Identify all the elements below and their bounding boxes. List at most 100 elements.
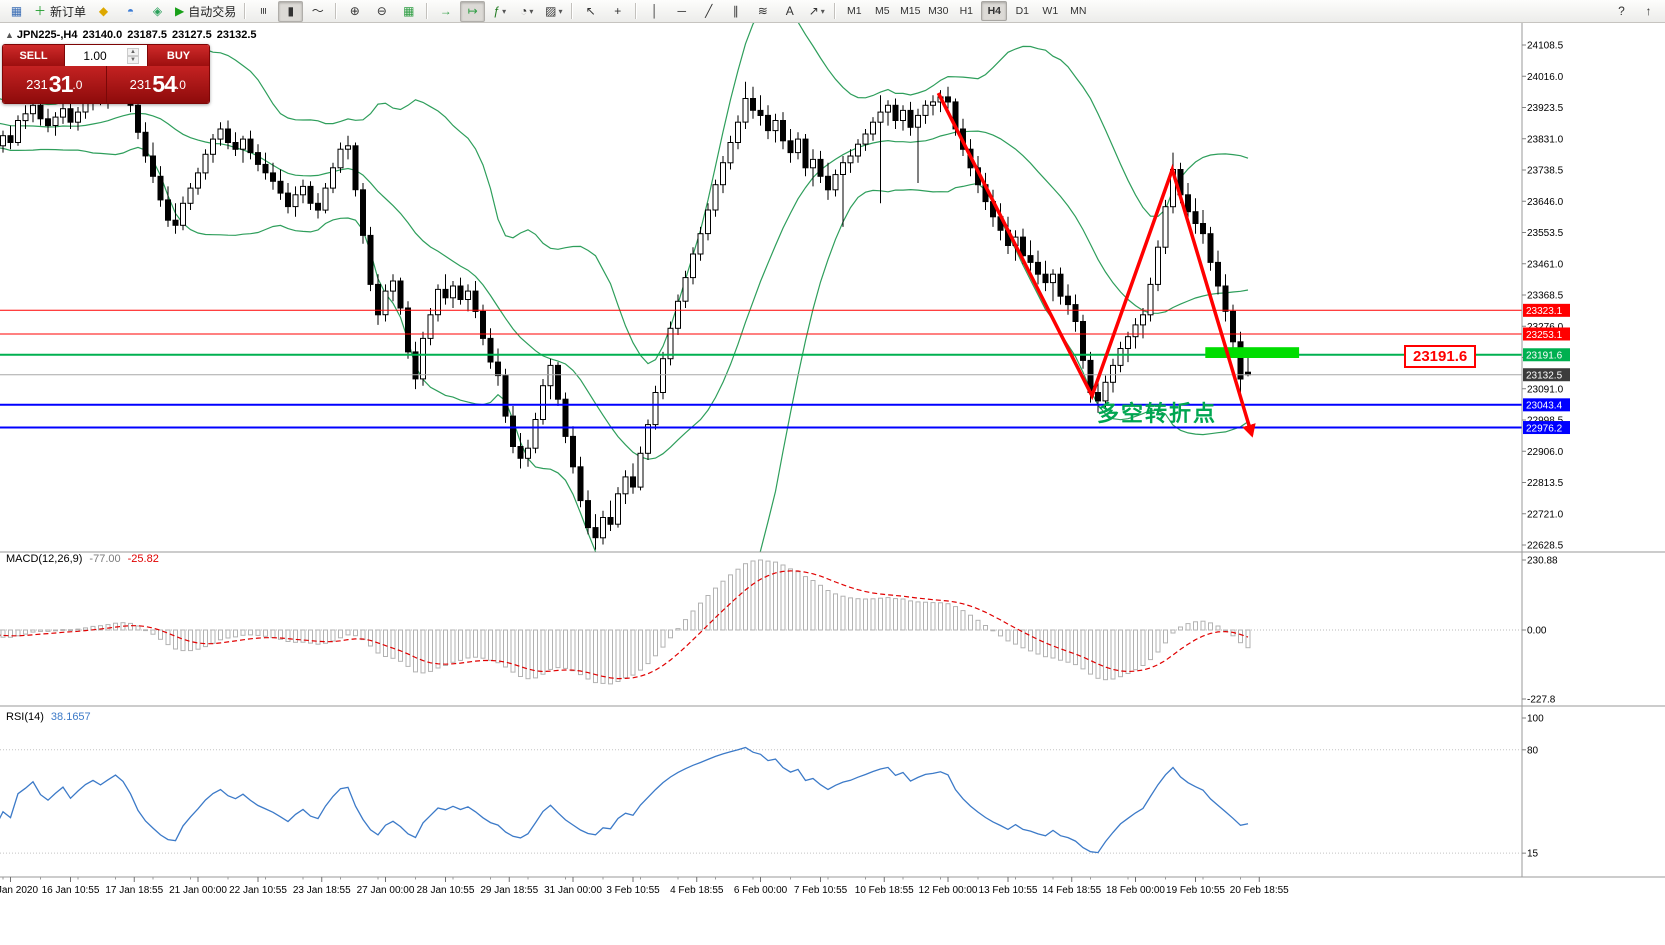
timeframe-h4-button[interactable]: H4	[981, 1, 1008, 21]
timeframe-w1-button[interactable]: W1	[1042, 5, 1059, 17]
line-chart-button[interactable]: ～	[305, 1, 330, 22]
periods-button-caret[interactable]: ▾	[529, 6, 534, 16]
svg-text:15: 15	[1527, 849, 1539, 860]
svg-text:22976.2: 22976.2	[1526, 423, 1563, 434]
bar-chart-button[interactable]: ≡	[251, 1, 276, 22]
svg-text:3 Feb 10:55: 3 Feb 10:55	[606, 885, 660, 896]
arrows-button-caret[interactable]: ▾	[820, 6, 825, 16]
templates-button-caret[interactable]: ▾	[558, 6, 563, 16]
autotrading-button-label: 自动交易	[188, 4, 237, 19]
svg-text:29 Jan 18:55: 29 Jan 18:55	[480, 885, 538, 896]
rsi-line	[0, 746, 1249, 854]
timeframe-m5-button[interactable]: M5	[874, 5, 890, 17]
svg-text:23 Jan 18:55: 23 Jan 18:55	[293, 885, 351, 896]
timeframe-m15-button[interactable]: M15	[900, 5, 921, 17]
svg-text:17 Jan 18:55: 17 Jan 18:55	[105, 885, 163, 896]
chart-canvas[interactable]: 24108.5 24016.0 23923.5 23831.0 23738.5 23646…	[0, 23, 1665, 945]
buy-price[interactable]: 231 54.0	[129, 71, 186, 97]
svg-text:16 Jan 10:55: 16 Jan 10:55	[42, 885, 100, 896]
volume-input[interactable]	[65, 47, 125, 64]
trend-zigzag-arrow[interactable]	[936, 92, 1256, 438]
trade-highlight-rect[interactable]	[1205, 347, 1300, 358]
time-axis[interactable]: 15 Jan 2020 16 Jan 10:55 17 Jan 18:55 21 Ja…	[0, 877, 1289, 896]
bar-chart-button-icon: ≡	[256, 7, 271, 15]
toolbar-separator	[834, 3, 837, 19]
zoom-in-button[interactable]: ⊕	[342, 1, 367, 22]
macd-panel[interactable]	[0, 559, 1522, 685]
tile-windows-button-icon: ▦	[403, 4, 415, 18]
rsi-label: RSI(14) 38.1657	[6, 711, 91, 723]
candlestick-chart-button-icon: ▮	[287, 4, 295, 18]
indicators-button[interactable]: ƒ ▾	[487, 1, 512, 22]
templates-button[interactable]: ▨ ▾	[541, 1, 566, 22]
volume-down-icon[interactable]: ▼	[127, 55, 139, 64]
price-plot-area[interactable]	[0, 23, 1522, 633]
price-level-annotation[interactable]: 23191.6	[1404, 345, 1477, 368]
svg-text:12 Feb 00:00: 12 Feb 00:00	[919, 885, 978, 896]
macd-name: MACD(12,26,9)	[6, 553, 83, 565]
trendline-button[interactable]: ╱	[696, 1, 721, 22]
svg-text:230.88: 230.88	[1527, 556, 1558, 567]
svg-text:7 Feb 10:55: 7 Feb 10:55	[794, 885, 848, 896]
trendline-button-icon: ╱	[705, 4, 713, 18]
svg-text:23276.0: 23276.0	[1527, 322, 1564, 333]
svg-text:80: 80	[1527, 745, 1539, 756]
timeframe-d1-button[interactable]: D1	[1015, 5, 1029, 17]
cursor-button[interactable]: ↖	[578, 1, 603, 22]
indicators-button-caret[interactable]: ▾	[502, 6, 507, 16]
svg-text:31 Jan 00:00: 31 Jan 00:00	[544, 885, 602, 896]
navigator-button-icon: ◈	[152, 4, 163, 18]
periods-button[interactable]: ◔ ▾	[514, 1, 539, 22]
text-button[interactable]: A	[777, 1, 802, 22]
price-axis[interactable]: 24108.5 24016.0 23923.5 23831.0 23738.5 23646…	[1521, 23, 1570, 877]
arrows-button[interactable]: ↗ ▾	[804, 1, 829, 22]
vertical-line-button[interactable]: │	[642, 1, 667, 22]
volume-up-icon[interactable]: ▲	[127, 47, 139, 56]
macd-signal-line	[0, 570, 1249, 680]
crosshair-button[interactable]: +	[605, 1, 630, 22]
rsi-value: 38.1657	[50, 711, 91, 723]
chart-shift-button[interactable]: ↦	[460, 0, 486, 22]
rsi-panel[interactable]	[0, 746, 1522, 854]
fibonacci-button[interactable]: ≋	[750, 1, 775, 22]
timeframe-m1-button[interactable]: M1	[846, 5, 862, 17]
timeframe-m30-button[interactable]: M30	[928, 5, 949, 17]
oct-collapse-icon[interactable]: ▲	[5, 30, 14, 40]
auto-scroll-button[interactable]: →	[433, 1, 458, 22]
fibonacci-button-icon: ≋	[757, 4, 768, 18]
svg-text:23923.5: 23923.5	[1527, 103, 1564, 114]
new-chart-button[interactable]: ▦	[4, 1, 29, 22]
autotrading-button[interactable]: ▶ 自动交易	[172, 1, 239, 22]
sell-button[interactable]: SELL	[3, 45, 64, 66]
data-window-button[interactable]: ◓	[118, 1, 143, 22]
candlestick-chart-button[interactable]: ▮	[278, 0, 304, 22]
bollinger-middle-line[interactable]	[0, 112, 1249, 460]
symbol-ohlc-bar: ▲ JPN225-,H4 23140.0 23187.5 23127.5 23132.5	[5, 29, 262, 41]
turning-point-annotation[interactable]: 多空转折点	[1097, 401, 1218, 426]
macd-label: MACD(12,26,9) -77.00 -25.82	[6, 553, 159, 565]
new-order-button[interactable]: ＋新订单	[31, 1, 89, 22]
ohlc-close: 23132.5	[216, 29, 257, 41]
timeframe-h1-button[interactable]: H1	[959, 5, 973, 17]
sell-price[interactable]: 231 31.0	[3, 66, 107, 103]
svg-text:28 Jan 10:55: 28 Jan 10:55	[417, 885, 475, 896]
buy-button[interactable]: BUY	[148, 45, 209, 66]
scroll-up-button[interactable]: ↑	[1645, 4, 1652, 18]
bollinger-lower-line[interactable]	[0, 145, 1249, 633]
rsi-name: RSI(14)	[6, 711, 44, 723]
templates-button-icon: ▨	[545, 4, 557, 18]
svg-text:13 Feb 10:55: 13 Feb 10:55	[979, 885, 1038, 896]
metaeditor-button[interactable]: ◆	[91, 1, 116, 22]
tile-windows-button[interactable]: ▦	[396, 1, 421, 22]
new-chart-button-icon: ▦	[10, 4, 23, 18]
zoom-out-button[interactable]: ⊖	[369, 1, 394, 22]
volume-stepper[interactable]: ▲ ▼	[127, 47, 139, 64]
candles-layer[interactable]	[0, 78, 1251, 550]
horizontal-line-button-icon: ─	[677, 4, 687, 18]
timeframe-mn-button[interactable]: MN	[1070, 5, 1087, 17]
navigator-button[interactable]: ◈	[145, 1, 170, 22]
svg-text:10 Feb 18:55: 10 Feb 18:55	[855, 885, 914, 896]
horizontal-line-button[interactable]: ─	[669, 1, 694, 22]
help-button[interactable]: ?	[1618, 4, 1625, 18]
channel-button[interactable]: ∥	[723, 1, 748, 22]
